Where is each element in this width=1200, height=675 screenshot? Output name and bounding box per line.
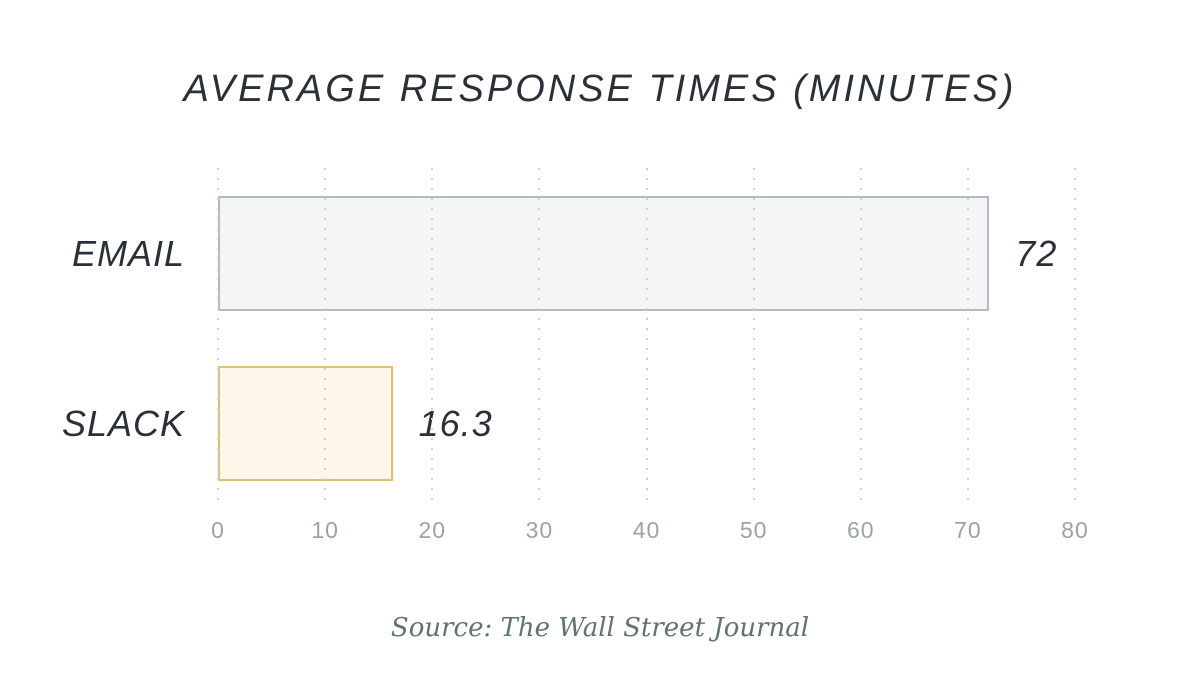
x-tick-label-0: 0 xyxy=(211,517,225,543)
category-label-email: EMAIL xyxy=(71,232,185,274)
x-tick-label-50: 50 xyxy=(739,517,768,543)
gridline-80 xyxy=(1074,168,1076,508)
slack-bar xyxy=(218,365,393,481)
chart-title: AVERAGE RESPONSE TIMES (MINUTES) xyxy=(183,68,1017,110)
x-tick-label-30: 30 xyxy=(525,517,554,543)
x-tick-label-80: 80 xyxy=(1061,517,1089,543)
x-tick-label-40: 40 xyxy=(632,517,661,543)
x-tick-label-20: 20 xyxy=(418,517,447,543)
source-caption: Source: The Wall Street Journal xyxy=(390,613,810,643)
value-label-email: 72 xyxy=(1015,232,1058,274)
plot-area: 0 10 20 30 40 50 60 70 80 EMAIL 72 SLACK 16.3 xyxy=(62,168,1088,543)
email-bar xyxy=(218,195,990,311)
value-label-slack: 16.3 xyxy=(418,402,493,444)
x-tick-label-60: 60 xyxy=(846,517,875,543)
x-tick-label-70: 70 xyxy=(954,517,982,543)
x-tick-label-10: 10 xyxy=(311,517,339,543)
category-label-slack: SLACK xyxy=(61,402,185,444)
